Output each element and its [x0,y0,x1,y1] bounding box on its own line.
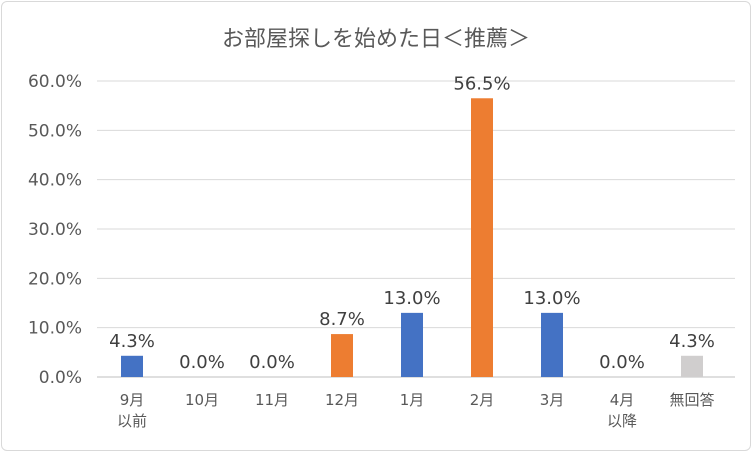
data-label: 0.0% [599,352,645,373]
y-tick-label: 10.0% [28,319,82,339]
bar [331,334,353,377]
x-tick-label: 2月 [470,391,495,409]
y-tick-label: 50.0% [28,121,82,141]
x-tick-label: 以前 [117,412,147,430]
y-tick-label: 20.0% [28,269,82,289]
bar [541,312,563,377]
x-tick-label: 4月 [610,391,635,409]
x-tick-label: 10月 [185,391,219,409]
x-tick-label: 11月 [255,391,289,409]
data-label: 13.0% [383,288,440,309]
data-label: 8.7% [319,309,365,330]
x-tick-label: 無回答 [669,391,714,409]
bar [401,312,423,377]
x-tick-label: 1月 [400,391,425,409]
data-label: 0.0% [179,352,225,373]
data-label: 4.3% [109,331,155,352]
data-label: 56.5% [453,73,510,94]
data-label: 4.3% [669,331,715,352]
x-tick-label: 3月 [540,391,565,409]
data-label: 0.0% [249,352,295,373]
chart-title: お部屋探しを始めた日＜推薦＞ [222,27,530,52]
bar [471,98,493,378]
y-tick-label: 60.0% [28,72,82,92]
data-label: 13.0% [523,288,580,309]
x-tick-label: 以降 [607,412,637,430]
bar [121,355,143,377]
y-tick-label: 0.0% [39,368,82,388]
x-tick-label: 9月 [120,391,145,409]
y-tick-label: 40.0% [28,171,82,191]
x-tick-label: 12月 [325,391,359,409]
bar [681,355,703,377]
y-tick-label: 30.0% [28,220,82,240]
